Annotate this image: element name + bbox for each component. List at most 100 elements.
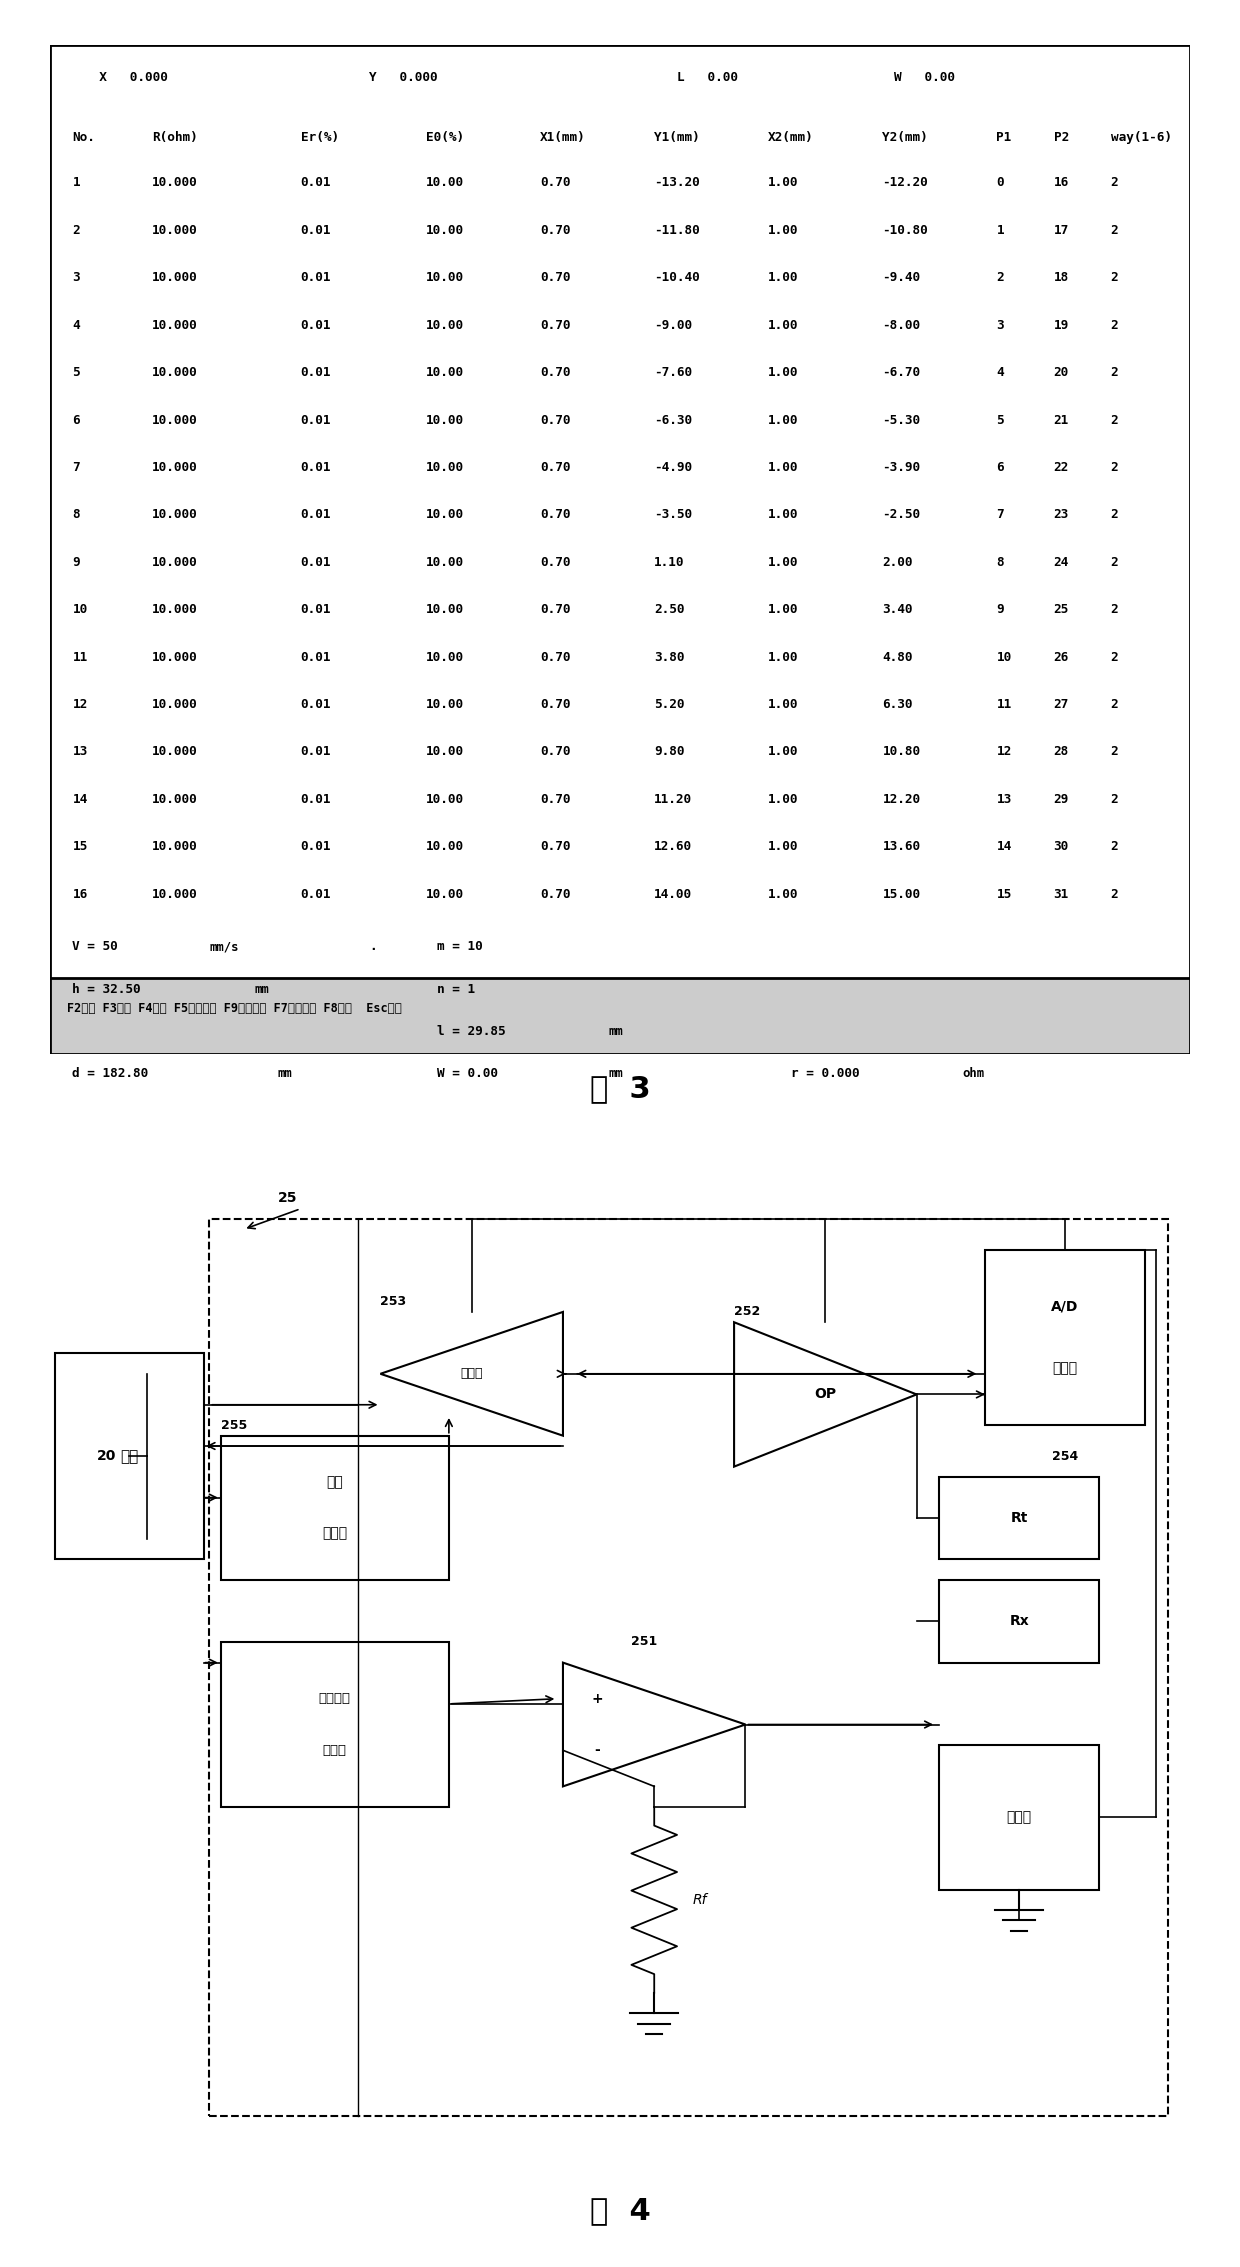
- Text: -6.30: -6.30: [655, 413, 692, 426]
- Text: Y2(mm): Y2(mm): [883, 131, 928, 145]
- Text: 3.40: 3.40: [883, 603, 913, 617]
- Text: 20: 20: [97, 1449, 117, 1462]
- Text: 0.70: 0.70: [541, 603, 570, 617]
- Text: 10.000: 10.000: [153, 793, 198, 805]
- Bar: [221, 1641, 449, 1807]
- Text: 2: 2: [1111, 413, 1118, 426]
- Text: l = 29.85: l = 29.85: [438, 1025, 506, 1038]
- Text: 1.00: 1.00: [769, 889, 799, 900]
- Text: 比较器: 比较器: [460, 1367, 482, 1381]
- Text: 20: 20: [1054, 367, 1069, 379]
- Text: mm: mm: [255, 982, 269, 995]
- Text: -2.50: -2.50: [883, 508, 920, 521]
- Text: 6: 6: [997, 460, 1004, 474]
- Text: 10.000: 10.000: [153, 651, 198, 664]
- Text: 1.00: 1.00: [769, 177, 799, 190]
- Text: Rf: Rf: [693, 1893, 707, 1907]
- Text: 10.00: 10.00: [427, 460, 464, 474]
- Bar: [210, 1220, 1168, 2117]
- Text: 10.00: 10.00: [427, 367, 464, 379]
- Text: mm: mm: [609, 1025, 624, 1038]
- Text: 图  3: 图 3: [590, 1075, 650, 1102]
- Text: -10.40: -10.40: [655, 272, 699, 283]
- Text: 0.01: 0.01: [300, 224, 331, 236]
- Text: 14: 14: [997, 841, 1012, 852]
- Text: 24: 24: [1054, 555, 1069, 569]
- Text: m = 10: m = 10: [438, 941, 484, 952]
- Text: 10: 10: [72, 603, 88, 617]
- Text: 0.70: 0.70: [541, 889, 570, 900]
- Text: 10.80: 10.80: [883, 746, 920, 759]
- Text: 1.10: 1.10: [655, 555, 684, 569]
- Text: X2(mm): X2(mm): [769, 131, 813, 145]
- Bar: [56, 1353, 203, 1560]
- Bar: [985, 1249, 1145, 1426]
- Text: 1.00: 1.00: [769, 508, 799, 521]
- Text: 3: 3: [72, 272, 81, 283]
- Text: 9.80: 9.80: [655, 746, 684, 759]
- Text: 3: 3: [997, 320, 1004, 331]
- Text: 3.80: 3.80: [655, 651, 684, 664]
- Text: 6.30: 6.30: [883, 698, 913, 712]
- Text: 26: 26: [1054, 651, 1069, 664]
- Text: 15: 15: [72, 841, 88, 852]
- Text: 253: 253: [381, 1294, 407, 1308]
- Text: 10.00: 10.00: [427, 177, 464, 190]
- Bar: [940, 1746, 1099, 1891]
- Text: 1.00: 1.00: [769, 272, 799, 283]
- Text: 2.00: 2.00: [883, 555, 913, 569]
- Text: 31: 31: [1054, 889, 1069, 900]
- Text: 10.00: 10.00: [427, 320, 464, 331]
- Text: 13: 13: [997, 793, 1012, 805]
- Text: -8.00: -8.00: [883, 320, 920, 331]
- Text: 23: 23: [1054, 508, 1069, 521]
- Text: 1: 1: [72, 177, 81, 190]
- Text: 0.01: 0.01: [300, 320, 331, 331]
- Text: 10.000: 10.000: [153, 698, 198, 712]
- Text: OP: OP: [815, 1387, 837, 1401]
- Text: R(ohm): R(ohm): [153, 131, 198, 145]
- Text: 25: 25: [1054, 603, 1069, 617]
- Text: Er(%): Er(%): [300, 131, 339, 145]
- Text: 0.01: 0.01: [300, 698, 331, 712]
- Text: 4: 4: [72, 320, 81, 331]
- Text: 2: 2: [1111, 793, 1118, 805]
- Text: 10.000: 10.000: [153, 889, 198, 900]
- Text: -7.60: -7.60: [655, 367, 692, 379]
- Bar: [940, 1478, 1099, 1560]
- Text: 终値: 终値: [326, 1476, 343, 1489]
- Text: 6: 6: [72, 413, 81, 426]
- Text: 2: 2: [72, 224, 81, 236]
- Text: E0(%): E0(%): [427, 131, 464, 145]
- Text: 0.70: 0.70: [541, 320, 570, 331]
- Text: 2: 2: [1111, 603, 1118, 617]
- Text: 19: 19: [1054, 320, 1069, 331]
- Text: -3.90: -3.90: [883, 460, 920, 474]
- Text: 0.70: 0.70: [541, 508, 570, 521]
- Text: 10.000: 10.000: [153, 508, 198, 521]
- Text: 9: 9: [72, 555, 81, 569]
- Text: 0.01: 0.01: [300, 508, 331, 521]
- Bar: [940, 1580, 1099, 1662]
- Text: A/D: A/D: [1052, 1299, 1079, 1315]
- Text: 11: 11: [997, 698, 1012, 712]
- Text: 4.80: 4.80: [883, 651, 913, 664]
- Text: L   0.00: L 0.00: [677, 70, 738, 84]
- Text: V = 50: V = 50: [72, 941, 118, 952]
- Text: .: .: [370, 941, 377, 952]
- Text: -5.30: -5.30: [883, 413, 920, 426]
- Text: Rt: Rt: [1011, 1512, 1028, 1526]
- Text: 25: 25: [278, 1192, 298, 1206]
- Text: 0.01: 0.01: [300, 603, 331, 617]
- Text: n = 1: n = 1: [438, 982, 476, 995]
- Text: 1.00: 1.00: [769, 224, 799, 236]
- Text: 15: 15: [997, 889, 1012, 900]
- Text: 0.01: 0.01: [300, 367, 331, 379]
- Text: 1.00: 1.00: [769, 320, 799, 331]
- Text: 1.00: 1.00: [769, 555, 799, 569]
- Text: 10.000: 10.000: [153, 841, 198, 852]
- Text: 5.20: 5.20: [655, 698, 684, 712]
- Text: r = 0.000: r = 0.000: [791, 1068, 859, 1081]
- Text: 10.000: 10.000: [153, 746, 198, 759]
- Text: 251: 251: [631, 1635, 657, 1648]
